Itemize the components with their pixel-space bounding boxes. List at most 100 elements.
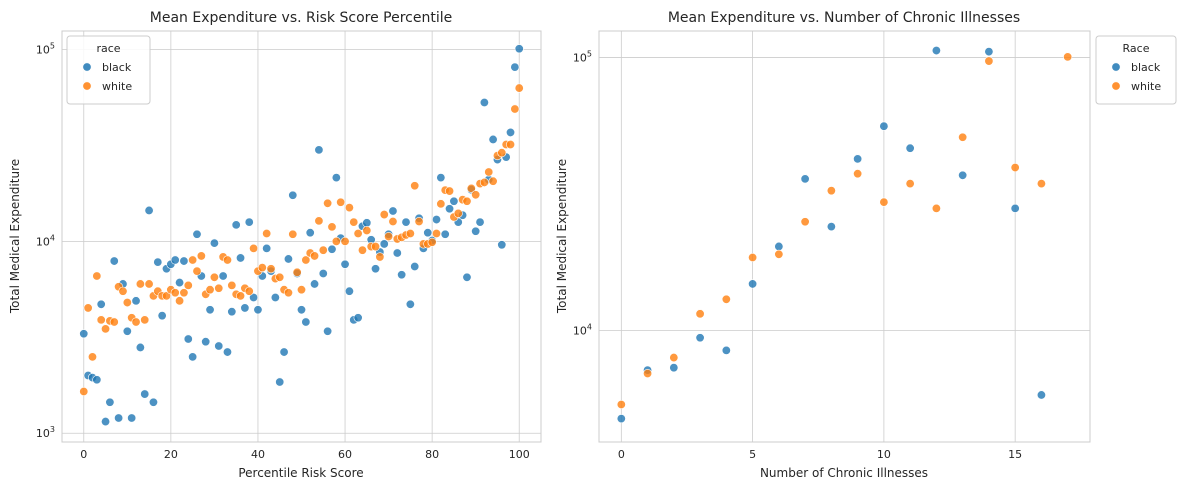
data-point [218, 271, 228, 281]
data-point [506, 140, 516, 150]
data-point [449, 196, 459, 206]
data-point [748, 252, 758, 262]
x-tick-label: 20 [164, 448, 178, 461]
legend-title: race [96, 42, 120, 55]
legend-marker-white [82, 81, 92, 91]
data-point [188, 255, 198, 265]
x-tick-label: 80 [425, 448, 439, 461]
data-point [196, 251, 206, 261]
data-point [357, 245, 367, 255]
data-point [362, 218, 372, 228]
data-point [109, 256, 119, 266]
data-point [362, 225, 372, 235]
data-point [436, 199, 446, 209]
data-point [931, 46, 941, 56]
x-tick-label: 0 [80, 448, 87, 461]
data-point [774, 249, 784, 259]
data-point [179, 256, 189, 266]
data-point [375, 252, 385, 262]
data-point [231, 220, 241, 230]
data-point [270, 292, 280, 302]
data-point [331, 236, 341, 246]
data-point [183, 334, 193, 344]
data-point [279, 347, 289, 357]
data-point [127, 413, 137, 423]
data-point [296, 285, 306, 295]
data-point [240, 303, 250, 313]
data-point [327, 222, 337, 232]
data-point [514, 44, 524, 54]
data-point [175, 296, 185, 306]
data-point [114, 413, 124, 423]
data-point [436, 173, 446, 183]
data-point [118, 286, 128, 296]
data-point [484, 167, 494, 177]
y-axis-label: Total Medical Expenditure [555, 159, 569, 314]
data-point [669, 353, 679, 363]
y-tick-label: 103 [36, 425, 55, 440]
data-point [721, 294, 731, 304]
data-point [353, 313, 363, 323]
data-point [96, 315, 106, 325]
data-point [314, 216, 324, 226]
data-point [397, 270, 407, 280]
y-axis-label: Total Medical Expenditure [8, 159, 22, 314]
data-point [318, 269, 328, 279]
data-point [131, 317, 141, 327]
data-point [266, 264, 276, 274]
data-point [616, 414, 626, 424]
data-point [249, 292, 259, 302]
data-point [140, 389, 150, 399]
x-tick-label: 100 [509, 448, 530, 461]
x-tick-label: 60 [338, 448, 352, 461]
data-point [135, 342, 145, 352]
data-point [388, 216, 398, 226]
legend-marker-black [1111, 62, 1121, 72]
data-point [879, 197, 889, 207]
data-point [1010, 163, 1020, 173]
data-point [405, 299, 415, 309]
data-point [431, 228, 441, 238]
data-point [695, 333, 705, 343]
data-point [388, 206, 398, 216]
data-point [310, 279, 320, 289]
data-point [340, 236, 350, 246]
data-point [488, 134, 498, 144]
data-point [283, 254, 293, 264]
data-point [984, 47, 994, 57]
x-axis-label: Number of Chronic Illnesses [760, 466, 928, 480]
data-point [331, 173, 341, 183]
x-tick-label: 15 [1008, 448, 1022, 461]
data-point [323, 198, 333, 208]
data-point [122, 326, 132, 336]
data-point [92, 271, 102, 281]
data-point [379, 239, 389, 249]
y-tick-label: 105 [36, 42, 55, 57]
data-point [310, 251, 320, 261]
data-point [410, 181, 420, 191]
data-point [157, 311, 167, 321]
data-point [301, 317, 311, 327]
data-point [466, 183, 476, 193]
data-point [471, 190, 481, 200]
data-point [301, 255, 311, 265]
data-point [214, 341, 224, 351]
data-point [135, 279, 145, 289]
data-point [371, 264, 381, 274]
data-point [379, 210, 389, 220]
data-point [774, 241, 784, 251]
data-point [462, 272, 472, 282]
data-point [853, 154, 863, 164]
y-tick-label: 105 [573, 49, 592, 64]
data-point [1036, 390, 1046, 400]
data-point [826, 222, 836, 232]
legend: race black white [66, 35, 151, 105]
data-point [214, 283, 224, 293]
data-point [344, 286, 354, 296]
plot-frame [598, 30, 1091, 443]
data-point [405, 228, 415, 238]
data-point [262, 228, 272, 238]
data-point [244, 286, 254, 296]
x-axis-label: Percentile Risk Score [238, 466, 363, 480]
